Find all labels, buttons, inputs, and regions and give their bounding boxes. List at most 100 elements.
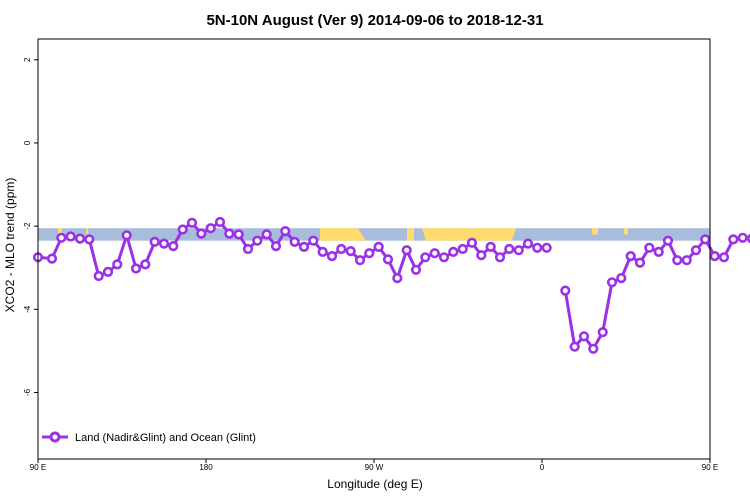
data-point (653, 246, 664, 257)
data-point (214, 216, 226, 228)
data-point (270, 241, 282, 252)
data-point (382, 254, 394, 265)
data-point (429, 248, 440, 259)
legend-marker (49, 431, 61, 443)
data-point (280, 226, 291, 237)
data-point (46, 253, 58, 264)
y-axis: 2 0 -2 -4 -6 (23, 57, 38, 396)
x-tick-label: 90 E (702, 463, 718, 472)
data-point (728, 234, 739, 245)
x-tick-label: 0 (540, 463, 545, 472)
data-point (56, 232, 67, 243)
data-point (308, 235, 319, 246)
land-patch (592, 228, 598, 235)
data-point (401, 245, 412, 256)
data-point (588, 343, 599, 354)
data-point (354, 255, 366, 266)
data-point (466, 237, 478, 248)
x-tick-label: 180 (199, 463, 213, 472)
data-point (252, 235, 263, 246)
data-point (298, 241, 310, 252)
data-point (317, 246, 328, 257)
series-layer (32, 216, 750, 354)
x-tick-label: 90 W (365, 463, 384, 472)
data-point (578, 331, 590, 342)
data-point (168, 241, 179, 252)
data-point (672, 255, 683, 266)
data-point (233, 229, 244, 240)
data-point (504, 243, 515, 255)
data-point (606, 277, 618, 288)
land-patch (624, 228, 628, 235)
data-point (364, 248, 375, 259)
data-point (494, 252, 506, 263)
data-point (681, 255, 692, 266)
data-point (74, 233, 86, 244)
data-point (513, 245, 524, 256)
data-point (177, 224, 188, 235)
data-point (84, 234, 95, 245)
data-point (560, 285, 571, 296)
data-point (392, 273, 403, 284)
data-point (541, 242, 552, 253)
data-point (448, 246, 459, 257)
land-patch (422, 228, 516, 241)
chart-title: 5N-10N August (Ver 9) 2014-09-06 to 2018… (206, 12, 543, 29)
x-axis-label: Longitude (deg E) (327, 477, 422, 491)
data-point (326, 251, 338, 262)
land-patch (322, 228, 366, 241)
data-point (140, 259, 151, 270)
data-point (336, 243, 347, 255)
data-point (700, 234, 711, 245)
data-point (485, 241, 496, 252)
data-point (569, 341, 580, 352)
data-point (597, 327, 608, 338)
land-patch (407, 228, 414, 241)
data-point (420, 252, 431, 263)
x-tick-label: 90 E (30, 463, 46, 472)
data-point (410, 264, 422, 275)
data-point (196, 228, 207, 239)
data-point (718, 252, 730, 263)
data-point (242, 243, 254, 255)
data-point (476, 250, 487, 261)
data-point (130, 263, 142, 274)
data-point (532, 242, 543, 253)
data-point (644, 242, 655, 253)
land-ocean-mask (38, 228, 710, 241)
data-point (112, 259, 123, 270)
land-patch (58, 228, 62, 235)
data-point (345, 246, 356, 257)
data-point (457, 243, 468, 255)
data-point (737, 232, 748, 243)
data-point (709, 251, 720, 262)
y-tick-label: -4 (23, 305, 32, 313)
data-point (634, 257, 646, 268)
data-point (121, 230, 132, 241)
data-point (158, 238, 170, 249)
data-point (522, 238, 534, 249)
data-point (373, 241, 384, 252)
y-tick-label: -2 (23, 222, 32, 230)
data-point (261, 229, 272, 240)
legend-label: Land (Nadir&Glint) and Ocean (Glint) (75, 432, 256, 444)
y-tick-label: 0 (23, 140, 32, 145)
ocean-band (38, 228, 710, 241)
y-axis-label: XCO2 - MLO trend (ppm) (3, 178, 17, 313)
x-axis: 90 E 180 90 W 0 90 E (30, 459, 718, 472)
data-point (690, 245, 702, 256)
data-point (93, 270, 104, 282)
data-point (289, 236, 300, 247)
data-point (625, 251, 636, 262)
data-point (65, 231, 76, 242)
data-point (149, 236, 160, 247)
y-tick-label: 2 (23, 57, 32, 62)
y-tick-label: -6 (23, 388, 32, 396)
data-point (662, 235, 674, 246)
data-point (205, 223, 216, 234)
data-point (438, 252, 450, 263)
series-line (563, 236, 750, 351)
data-point (102, 266, 114, 278)
